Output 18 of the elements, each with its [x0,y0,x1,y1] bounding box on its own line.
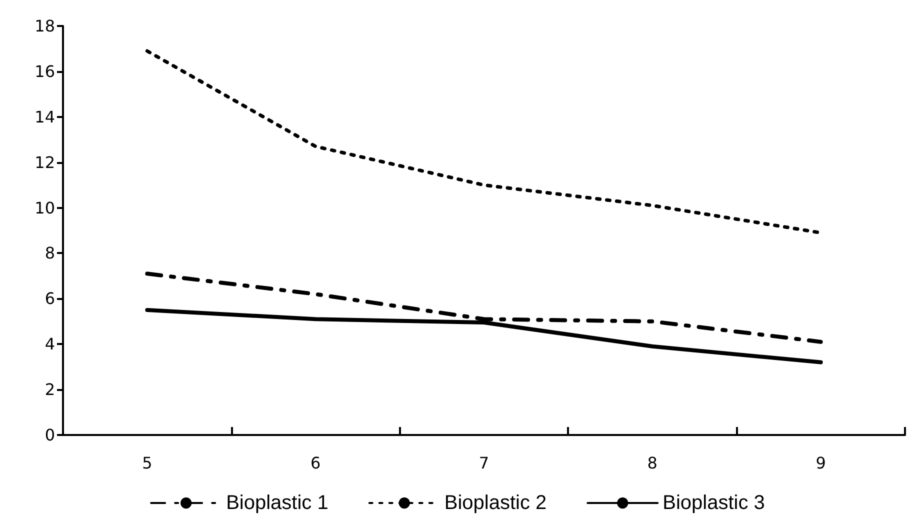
y-tick-label: 2 [44,380,55,400]
y-tick-label: 16 [34,62,55,81]
y-tick-label: 4 [44,334,55,354]
x-tick-label: 6 [310,454,321,472]
y-tick-label: 14 [34,107,55,126]
x-tick-label: 5 [142,454,152,472]
y-tick-label: 18 [34,16,55,36]
legend-label: Bioplastic 2 [444,492,547,514]
y-tick-label: 12 [34,152,55,172]
y-tick-label: 8 [44,244,55,263]
x-tick-label: 8 [647,454,658,472]
y-tick-label: 0 [44,426,55,444]
y-tick-label: 10 [34,198,55,218]
y-tick-label: 6 [44,289,55,308]
x-tick-label: 7 [478,454,490,472]
legend-label: Bioplastic 3 [662,492,765,514]
x-tick-label: 9 [816,454,826,472]
legend-label: Bioplastic 1 [226,492,328,514]
